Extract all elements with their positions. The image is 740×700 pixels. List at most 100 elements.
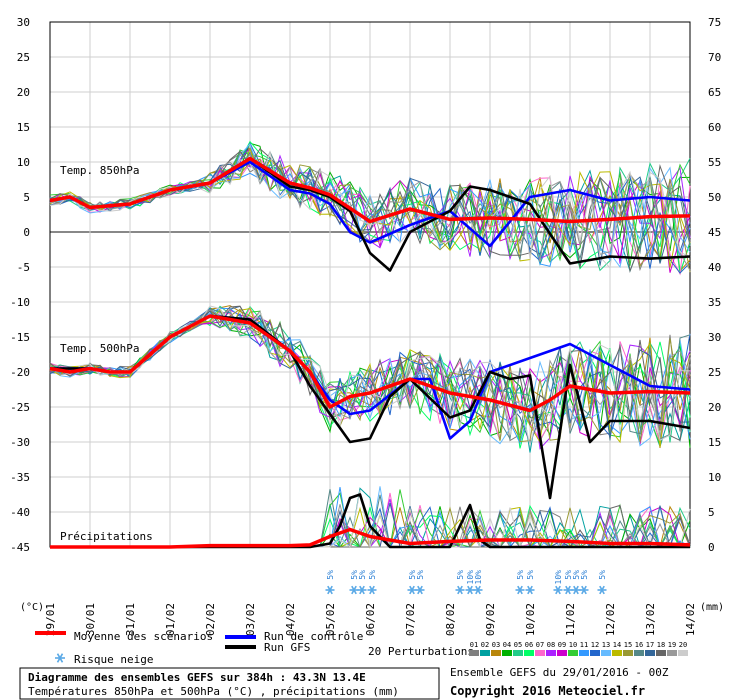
snowflake-stroke xyxy=(369,585,375,595)
y-left-tick-label: -35 xyxy=(10,471,30,484)
y-right-unit-label: (mm) xyxy=(700,602,724,613)
snowflake-stroke xyxy=(573,585,579,595)
snow-risk-label: 5% xyxy=(350,570,359,580)
snowflake-icon xyxy=(455,585,465,595)
snowflake-icon xyxy=(349,585,359,595)
x-tick-label: 03/02 xyxy=(244,603,257,636)
snowflake-icon xyxy=(367,585,377,595)
perturbation-swatch xyxy=(678,650,688,656)
snowflake-icon xyxy=(325,585,335,595)
perturbation-id-label: 18 xyxy=(657,641,665,649)
perturbation-swatch xyxy=(535,650,545,656)
x-tick-label: 06/02 xyxy=(364,603,377,636)
snow-risk-label: 5% xyxy=(358,570,367,580)
y-right-tick-label: 50 xyxy=(708,191,721,204)
y-right-tick-label: 5 xyxy=(708,506,715,519)
perturbation-swatch xyxy=(667,650,677,656)
y-right-tick-label: 70 xyxy=(708,51,721,64)
snow-risk-label: 5% xyxy=(580,570,589,580)
y-left-tick-label: -25 xyxy=(10,401,30,414)
y-right-tick-label: 30 xyxy=(708,331,721,344)
perturbation-swatch xyxy=(557,650,567,656)
snowflake-stroke xyxy=(457,585,463,595)
x-tick-label: 11/02 xyxy=(564,603,577,636)
snowflake-icon xyxy=(407,585,417,595)
perturbation-swatch xyxy=(491,650,501,656)
t850-annotation: Temp. 850hPa xyxy=(60,164,139,177)
precip-annotation: Précipitations xyxy=(60,530,153,543)
y-left-tick-label: 25 xyxy=(17,51,30,64)
mean-t850-line xyxy=(49,156,691,224)
snow-risk-label: 10% xyxy=(474,570,483,585)
x-tick-label: 29/01 xyxy=(44,603,57,636)
snowflake-icon xyxy=(597,585,607,595)
perturbation-swatch xyxy=(612,650,622,656)
perturbation-swatch xyxy=(502,650,512,656)
legend: Moyenne des scénarios Run de contrôle Ru… xyxy=(35,630,688,666)
snowflake-stroke xyxy=(565,585,571,595)
perturbation-id-label: 13 xyxy=(602,641,610,649)
y-left-tick-label: -15 xyxy=(10,331,30,344)
perturbation-id-label: 15 xyxy=(624,641,632,649)
snowflake-icon xyxy=(415,585,425,595)
perturbation-id-label: 03 xyxy=(492,641,500,649)
x-tick-label: 14/02 xyxy=(684,603,697,636)
perturbation-id-label: 11 xyxy=(580,641,588,649)
y-right-tick-label: 65 xyxy=(708,86,721,99)
legend-gfs-label: Run GFS xyxy=(264,641,310,654)
perturbation-swatch xyxy=(623,650,633,656)
snow-risk-label: 10% xyxy=(466,570,475,585)
legend-perturbations-label: 20 Perturbations xyxy=(368,645,474,658)
y-left-tick-label: -40 xyxy=(10,506,30,519)
perturbation-id-label: 05 xyxy=(514,641,522,649)
snowflake-icon xyxy=(525,585,535,595)
snow-risk-label: 5% xyxy=(598,570,607,580)
perturbation-swatch xyxy=(524,650,534,656)
y-right-tick-label: 20 xyxy=(708,401,721,414)
x-tick-label: 30/01 xyxy=(84,603,97,636)
y-left-tick-label: 30 xyxy=(17,16,30,29)
snow-risk-label: 5% xyxy=(416,570,425,580)
snowflake-icon xyxy=(55,653,65,663)
snowflake-icon xyxy=(357,585,367,595)
perturbation-id-label: 02 xyxy=(481,641,489,649)
y-left-tick-label: 0 xyxy=(23,226,30,239)
y-left-tick-label: -5 xyxy=(17,261,30,274)
snowflake-icon xyxy=(563,585,573,595)
y-right-tick-label: 0 xyxy=(708,541,715,554)
perturbation-id-label: 12 xyxy=(591,641,599,649)
snowflake-stroke xyxy=(555,585,561,595)
y-right-tick-label: 60 xyxy=(708,121,721,134)
snowflake-stroke xyxy=(527,585,533,595)
perturbation-id-label: 04 xyxy=(503,641,511,649)
x-tick-label: 31/01 xyxy=(124,603,137,636)
snowflake-stroke xyxy=(417,585,423,595)
perturbation-id-label: 17 xyxy=(646,641,654,649)
snow-risk-label: 10% xyxy=(554,570,563,585)
y-right-tick-label: 40 xyxy=(708,261,721,274)
ensemble-member-line xyxy=(49,305,691,445)
perturbation-id-label: 10 xyxy=(569,641,577,649)
footer-copyright: Copyright 2016 Meteociel.fr xyxy=(450,684,645,698)
snowflake-icon xyxy=(579,585,589,595)
y-left-tick-label: 20 xyxy=(17,86,30,99)
perturbation-id-label: 08 xyxy=(547,641,555,649)
perturbation-id-label: 06 xyxy=(525,641,533,649)
snow-risk-label: 5% xyxy=(526,570,535,580)
x-tick-label: 04/02 xyxy=(284,603,297,636)
x-tick-label: 13/02 xyxy=(644,603,657,636)
y-left-tick-label: -20 xyxy=(10,366,30,379)
snowflake-stroke xyxy=(351,585,357,595)
mean-t500-line xyxy=(49,314,691,413)
perturbation-swatch xyxy=(546,650,556,656)
snow-risk-label: 5% xyxy=(456,570,465,580)
perturbation-id-label: 16 xyxy=(635,641,643,649)
footer-run-info: Ensemble GEFS du 29/01/2016 - 00Z xyxy=(450,666,669,679)
footer-box xyxy=(19,667,440,700)
axis-labels: 302520151050-5-10-15-20-25-30-35-40-4575… xyxy=(10,16,721,636)
y-left-tick-label: 5 xyxy=(23,191,30,204)
y-left-unit-label: (°C) xyxy=(20,602,44,613)
snow-risk-markers: 5% 5% 5% 5% 5% 5% 5% 10% 10% 5% 5% 10% 5% 5% 5% 5% xyxy=(325,570,607,595)
perturbation-swatch xyxy=(579,650,589,656)
